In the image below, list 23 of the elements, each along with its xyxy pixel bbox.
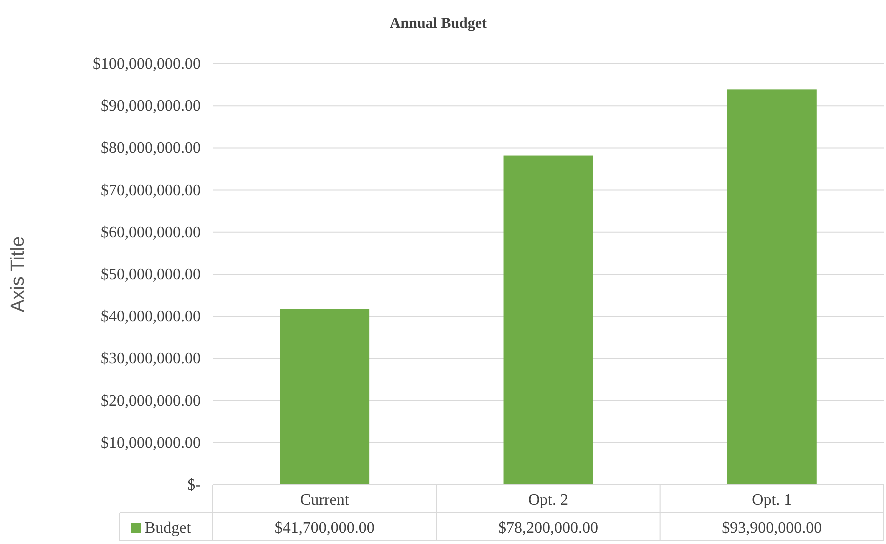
data-label: $93,900,000.00 — [722, 520, 822, 537]
bar — [280, 309, 370, 485]
y-tick-label: $- — [188, 477, 201, 494]
data-label: $78,200,000.00 — [498, 520, 598, 537]
y-tick-label: $50,000,000.00 — [101, 266, 201, 284]
y-tick-label: $30,000,000.00 — [101, 350, 201, 368]
x-tick-label: Opt. 1 — [752, 492, 792, 509]
x-tick-label: Opt. 2 — [528, 492, 568, 509]
bar — [504, 156, 594, 485]
y-tick-label: $40,000,000.00 — [101, 308, 201, 326]
y-axis-title: Axis Title — [8, 236, 29, 313]
y-tick-label: $90,000,000.00 — [101, 98, 201, 116]
bar — [727, 90, 817, 485]
y-tick-label: $20,000,000.00 — [101, 392, 201, 410]
y-tick-label: $10,000,000.00 — [101, 434, 201, 452]
y-tick-label: $60,000,000.00 — [101, 224, 201, 242]
y-tick-label: $70,000,000.00 — [101, 182, 201, 200]
legend-label: Budget — [145, 520, 192, 537]
chart-title: Annual Budget — [390, 16, 488, 32]
data-label: $41,700,000.00 — [274, 520, 375, 537]
x-tick-label: Current — [300, 492, 350, 509]
y-tick-label: $80,000,000.00 — [101, 140, 201, 158]
y-tick-label: $100,000,000.00 — [93, 56, 201, 73]
